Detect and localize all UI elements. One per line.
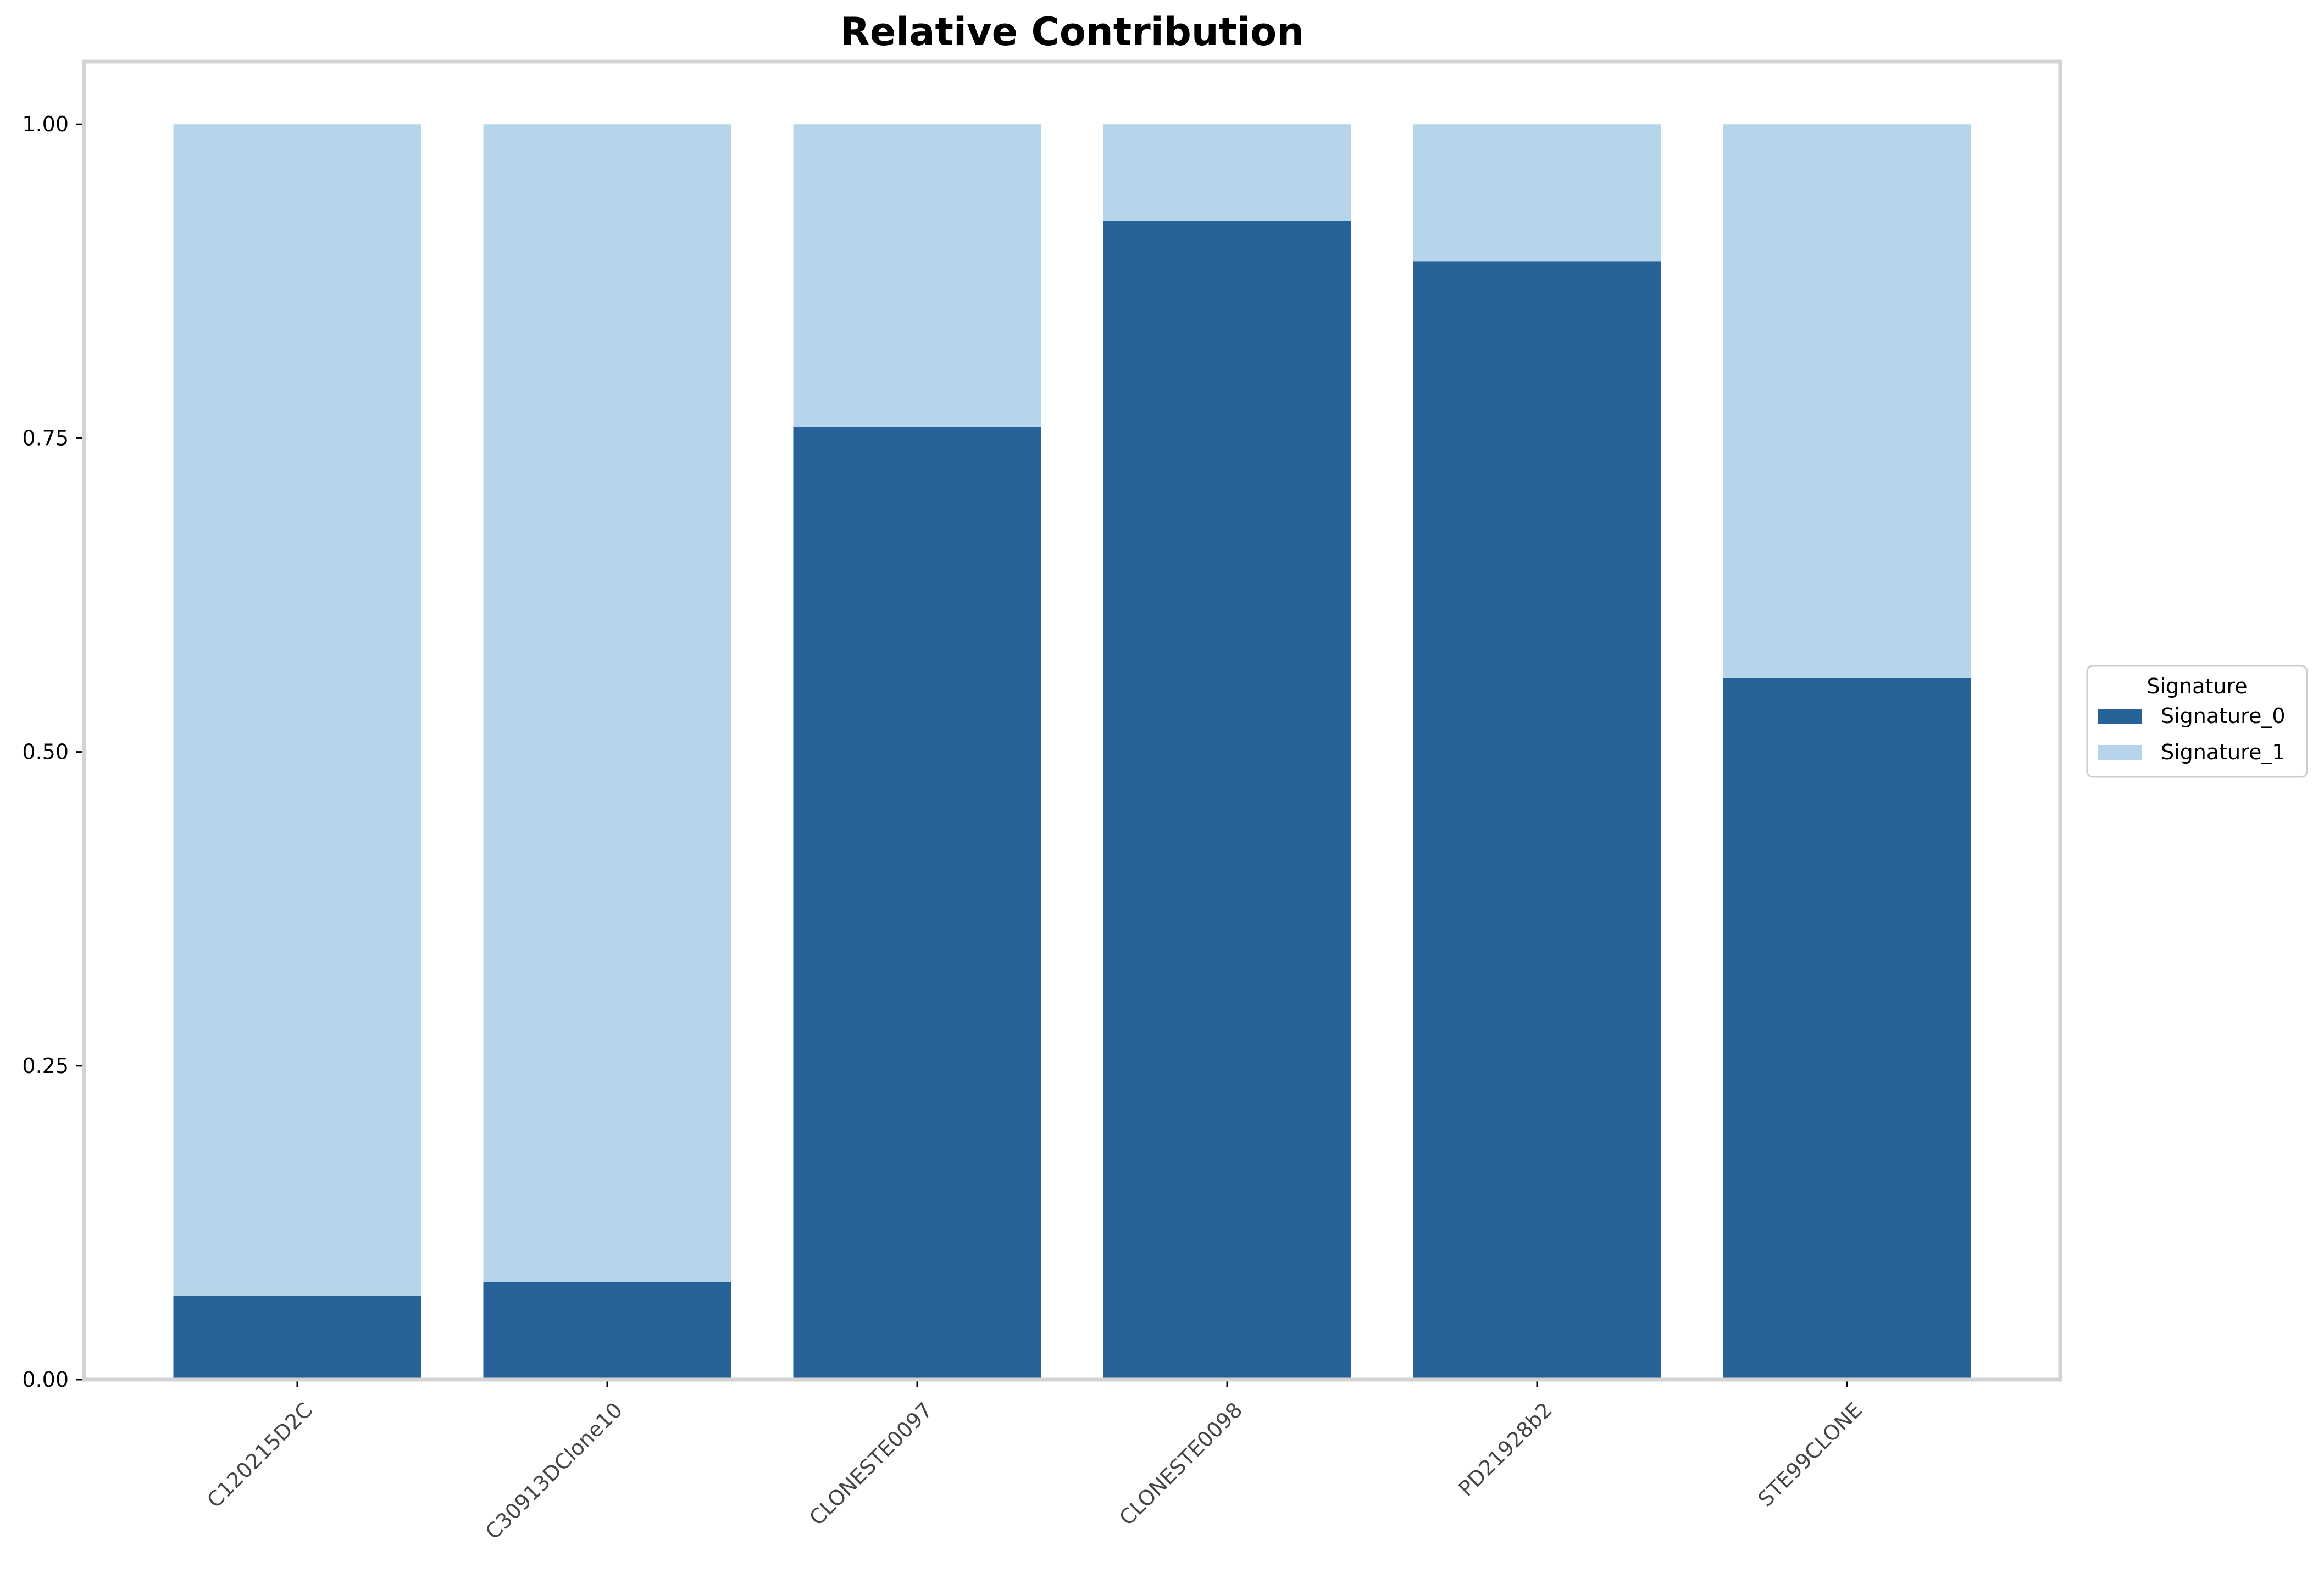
bar-signature-0-pd21928b2 [1413,261,1661,1380]
bar-signature-1-c120215d2c [173,124,421,1296]
bar-signature-0-ste99clone [1723,677,1971,1380]
bar-signature-1-c30913dclone10 [483,124,731,1282]
legend-label-signature-1: Signature_1 [2161,740,2286,764]
bar-signature-0-c30913dclone10 [483,1281,731,1380]
bar-signature-0-cloneste0098 [1103,221,1351,1380]
legend: Signature Signature_0 Signature_1 [2086,665,2308,778]
x-tick-label: PD21928b2 [1454,1398,1557,1501]
x-tick-label: STE99CLONE [1753,1398,1867,1511]
bar-signature-0-cloneste0097 [793,426,1041,1380]
bar-signature-1-pd21928b2 [1413,124,1661,262]
plot-frame [82,59,2062,1382]
legend-swatch-signature-0 [2098,709,2142,724]
y-tick-label: 1.00 [22,112,69,136]
chart-title: Relative Contribution [840,9,1304,54]
x-tick-label: C120215D2C [202,1398,317,1513]
legend-swatch-signature-1 [2098,745,2142,760]
y-tick-label: 0.50 [22,740,69,764]
bar-signature-1-cloneste0097 [793,124,1041,427]
y-tick-label: 0.00 [22,1368,69,1392]
bar-signature-1-ste99clone [1723,124,1971,678]
y-tick-label: 0.75 [22,426,69,450]
bars-layer [173,124,1971,1380]
legend-title: Signature [2146,674,2247,698]
x-tick-label: CLONESTE0097 [805,1398,937,1530]
bar-signature-1-cloneste0098 [1103,124,1351,221]
x-tick-label: C30913DClone10 [481,1398,627,1544]
bar-signature-0-c120215d2c [173,1295,421,1380]
y-tick-label: 0.25 [22,1054,69,1078]
x-tick-label: CLONESTE0098 [1114,1398,1247,1530]
legend-label-signature-0: Signature_0 [2161,704,2286,728]
